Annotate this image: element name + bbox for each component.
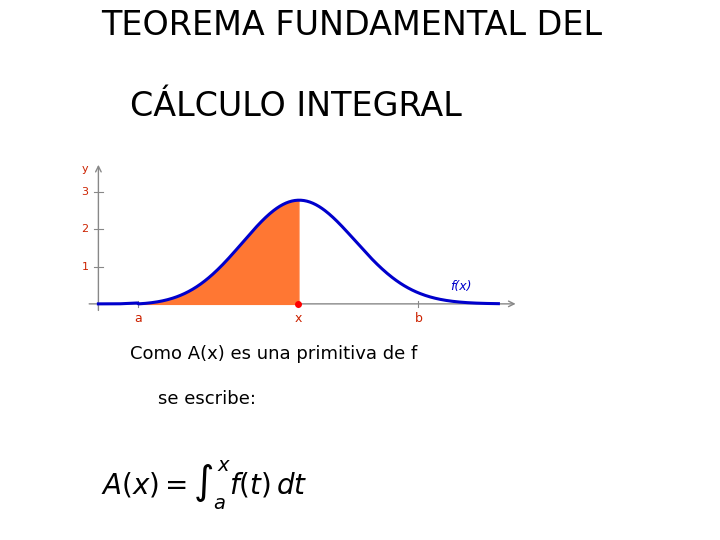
Text: x: x [294,312,302,325]
Text: CÁLCULO INTEGRAL: CÁLCULO INTEGRAL [130,90,462,123]
Text: Como A(x) es una primitiva de f: Como A(x) es una primitiva de f [130,345,417,363]
Text: f(x): f(x) [451,280,472,293]
Text: TEOREMA FUNDAMENTAL DEL: TEOREMA FUNDAMENTAL DEL [101,9,602,42]
Text: 1: 1 [81,261,89,272]
Text: 2: 2 [81,224,89,234]
Text: 3: 3 [81,187,89,197]
Text: $A(x) = \int_a^x f(t)\, dt$: $A(x) = \int_a^x f(t)\, dt$ [101,459,307,512]
Text: b: b [415,312,423,325]
Text: a: a [135,312,143,325]
Text: se escribe:: se escribe: [158,390,256,408]
Text: y: y [82,164,89,174]
